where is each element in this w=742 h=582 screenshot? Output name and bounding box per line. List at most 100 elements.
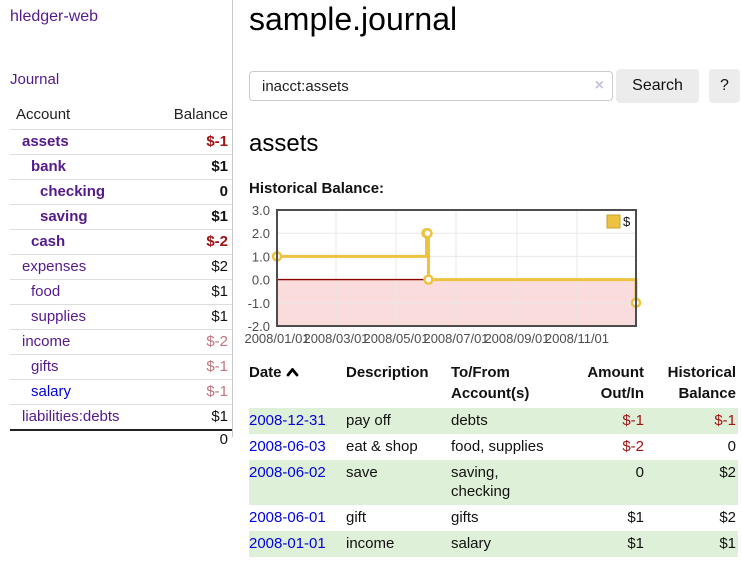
account-row: assets $-1: [10, 129, 232, 155]
account-balance: $1: [149, 154, 232, 180]
search-bar: × Search ?: [249, 69, 740, 103]
account-total-balance: 0: [149, 429, 232, 448]
transaction-balance: $2: [719, 509, 736, 526]
svg-text:0.0: 0.0: [252, 273, 270, 288]
transaction-accounts: debts: [451, 412, 488, 429]
transaction-date-link[interactable]: 2008-06-03: [249, 438, 326, 455]
account-link[interactable]: expenses: [22, 258, 87, 275]
account-balance: $-2: [149, 329, 232, 355]
balance-column-header: Balance: [173, 106, 228, 123]
transaction-description: pay off: [346, 412, 391, 429]
account-row: saving $1: [10, 204, 232, 230]
account-balance: $-1: [149, 354, 232, 380]
account-balance: $-2: [149, 229, 232, 255]
transaction-balance: 0: [727, 438, 736, 455]
account-tree-table: Account Balance assets $-1 bank $1 check…: [10, 103, 232, 448]
transaction-date-link[interactable]: 2008-12-31: [249, 412, 326, 429]
description-column-header: Description: [346, 364, 429, 381]
account-page-title: assets: [249, 130, 319, 157]
svg-text:2008/11/01: 2008/11/01: [545, 331, 609, 346]
transaction-accounts: salary: [451, 535, 492, 552]
account-link[interactable]: liabilities:debts: [22, 408, 120, 425]
transaction-accounts: food, supplies: [451, 438, 544, 455]
transaction-date-link[interactable]: 2008-01-01: [249, 535, 326, 552]
transaction-row: 2008-06-03 eat & shop food, supplies $-2…: [249, 434, 738, 460]
account-balance: $1: [149, 204, 232, 230]
account-balance: $1: [149, 304, 232, 330]
transaction-date-link[interactable]: 2008-06-01: [249, 509, 326, 526]
date-column-header[interactable]: Date: [249, 360, 346, 408]
account-link[interactable]: saving: [40, 208, 88, 225]
account-link[interactable]: assets: [22, 133, 69, 150]
transaction-description: gift: [346, 509, 367, 526]
account-row: gifts $-1: [10, 354, 232, 380]
svg-text:-1.0: -1.0: [248, 296, 270, 311]
balance-chart: 3.0 2.0 1.0 0.0 -1.0 -2.02008/01/012008/03/01…: [244, 203, 642, 346]
transaction-date-link[interactable]: 2008-06-02: [249, 464, 326, 481]
transaction-amount: $-1: [622, 412, 644, 429]
svg-text:3.0: 3.0: [252, 203, 270, 218]
app-brand-link[interactable]: hledger-web: [10, 8, 99, 25]
clear-search-icon[interactable]: ×: [594, 77, 604, 94]
search-input[interactable]: [249, 71, 613, 101]
account-total-spacer: [10, 429, 150, 448]
account-row: expenses $2: [10, 254, 232, 280]
transaction-amount: $-2: [622, 438, 644, 455]
svg-text:2008/05/01: 2008/05/01: [363, 331, 428, 346]
account-total-row: 0: [10, 429, 232, 448]
account-link[interactable]: supplies: [31, 308, 87, 325]
chart-heading: Historical Balance:: [249, 180, 385, 197]
transaction-accounts: gifts: [451, 509, 479, 526]
svg-text:2008/07/01: 2008/07/01: [423, 331, 488, 346]
register-header-row: Date Description To/From Account(s) Amou…: [249, 360, 738, 408]
accounts-column-header: To/From Account(s): [451, 364, 530, 402]
page-title: sample.journal: [249, 1, 458, 37]
transaction-description: income: [346, 535, 395, 552]
transaction-row: 2008-06-01 gift gifts $1 $2: [249, 505, 738, 531]
transaction-amount: $1: [627, 535, 644, 552]
account-row: cash $-2: [10, 229, 232, 255]
balance-column-header-main: Historical Balance: [667, 364, 736, 402]
search-input-wrap: ×: [249, 71, 613, 101]
account-balance: $-1: [149, 379, 232, 405]
account-link[interactable]: bank: [31, 158, 67, 175]
account-balance: $-1: [149, 129, 232, 155]
svg-text:-2.0: -2.0: [248, 319, 270, 334]
account-link[interactable]: checking: [40, 183, 106, 200]
transaction-amount: 0: [635, 464, 644, 481]
transaction-balance: $2: [719, 464, 736, 481]
svg-text:2008/01/01: 2008/01/01: [244, 331, 309, 346]
amount-column-header: Amount Out/In: [587, 364, 644, 402]
account-balance: $1: [149, 279, 232, 305]
account-link[interactable]: gifts: [31, 358, 59, 375]
account-link[interactable]: food: [31, 283, 61, 300]
transaction-amount: $1: [627, 509, 644, 526]
account-row: checking 0: [10, 179, 232, 205]
account-link[interactable]: cash: [31, 233, 66, 250]
sidebar: hledger-web Journal Account Balance asse…: [0, 0, 233, 448]
register-body: 2008-12-31 pay off debts $-1 $-1 2008-06…: [249, 408, 738, 557]
account-balance: 0: [149, 179, 232, 205]
account-balance: $1: [149, 404, 232, 430]
transaction-description: save: [346, 464, 378, 481]
account-link[interactable]: salary: [31, 383, 72, 400]
search-button[interactable]: Search: [616, 69, 699, 103]
svg-text:$: $: [623, 214, 631, 229]
sort-ascending-icon: [286, 362, 299, 383]
account-row: food $1: [10, 279, 232, 305]
account-tree-header: Account Balance: [10, 103, 232, 130]
account-column-header: Account: [16, 106, 71, 123]
account-tree-body: assets $-1 bank $1 checking 0 saving $1 …: [10, 129, 232, 430]
transaction-description: eat & shop: [346, 438, 418, 455]
transaction-balance: $1: [719, 535, 736, 552]
main-content: sample.journal × Search ? assets Histori…: [233, 0, 742, 557]
help-button[interactable]: ?: [709, 69, 740, 103]
sidebar-item-journal[interactable]: Journal: [10, 71, 60, 88]
account-balance: $2: [149, 254, 232, 280]
account-row: supplies $1: [10, 304, 232, 330]
transaction-accounts: saving, checking: [451, 464, 511, 500]
account-row: liabilities:debts $1: [10, 404, 232, 430]
svg-text:2008/09/01: 2008/09/01: [484, 331, 549, 346]
account-link[interactable]: income: [22, 333, 71, 350]
transaction-row: 2008-01-01 income salary $1 $1: [249, 531, 738, 557]
